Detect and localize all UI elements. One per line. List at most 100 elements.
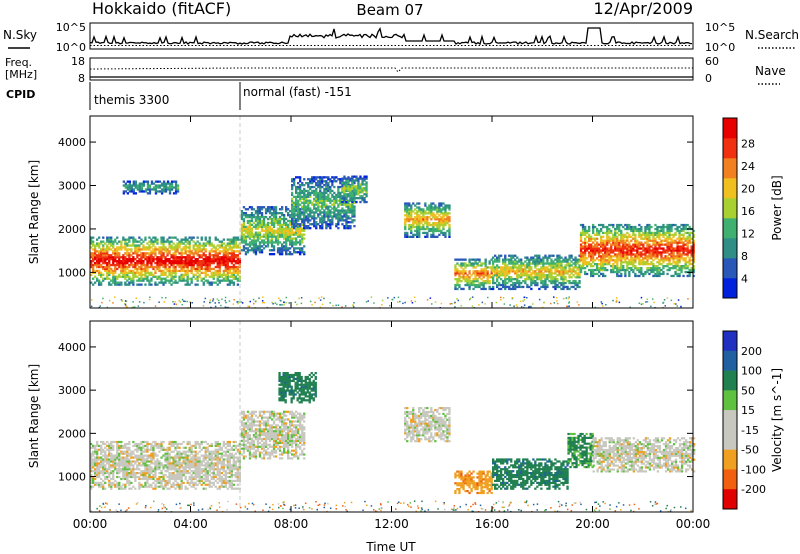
echo-cell [548, 276, 551, 279]
echo-cell [246, 214, 250, 217]
echo-cell [684, 259, 687, 262]
echo-cell [291, 253, 294, 256]
echo-cell [140, 190, 144, 193]
echo-cell [692, 253, 695, 256]
echo-cell [198, 263, 201, 267]
echo-cell [174, 190, 178, 193]
echo-cell [652, 298, 654, 300]
echo-cell [158, 180, 162, 183]
echo-cell [606, 243, 609, 246]
echo-cell [222, 279, 225, 282]
echo-cell [220, 256, 223, 259]
echo-cell [92, 236, 95, 239]
echo-cell [426, 227, 429, 231]
echo-cell [610, 255, 613, 258]
echo-cell [628, 243, 631, 246]
echo-cell [646, 235, 649, 238]
echo-cell [426, 220, 429, 223]
echo-cell [156, 248, 159, 251]
echo-cell [258, 210, 262, 213]
echo-cell [554, 287, 557, 291]
echo-cell [289, 235, 292, 238]
echo-cell [335, 207, 338, 210]
echo-cell [598, 249, 601, 252]
echo-cell [244, 243, 248, 246]
echo-cell [208, 250, 211, 253]
echo-cell [216, 260, 219, 263]
echo-cell [116, 242, 119, 245]
echo-cell [164, 262, 167, 265]
echo-cell [568, 254, 571, 257]
echo-cell [285, 235, 288, 238]
echo-cell [289, 223, 292, 226]
echo-cell [146, 263, 149, 267]
echo-cell [106, 262, 109, 265]
echo-cell [676, 249, 679, 252]
echo-cell [536, 281, 539, 285]
echo-cell [628, 274, 631, 278]
echo-cell [122, 267, 125, 271]
echo-cell [160, 281, 163, 284]
echo-cell [160, 271, 163, 274]
echo-cell [315, 221, 318, 224]
echo-cell [670, 274, 673, 278]
echo-cell [496, 268, 499, 271]
echo-cell [460, 264, 463, 267]
echo-cell [178, 262, 181, 265]
echo-cell [662, 270, 665, 274]
echo-cell [536, 278, 539, 281]
echo-cell [512, 256, 515, 259]
echo-cell [430, 218, 433, 221]
echo-cell [98, 269, 101, 273]
echo-cell [260, 241, 264, 244]
echo-cell [454, 287, 457, 291]
echo-cell [588, 247, 591, 250]
echo-cell [289, 227, 292, 230]
echo-cell [291, 191, 294, 195]
echo-cell [309, 185, 312, 189]
echo-cell [682, 247, 685, 250]
echo-cell [410, 223, 413, 227]
echo-cell [270, 212, 274, 215]
echo-cell [626, 239, 629, 242]
echo-cell [254, 233, 258, 236]
echo-cell [124, 186, 127, 189]
echo-cell [652, 231, 655, 235]
echo-cell [144, 190, 148, 193]
echo-cell [102, 258, 105, 261]
echo-cell [630, 249, 633, 252]
echo-cell [345, 179, 348, 182]
echo-cell [96, 279, 99, 282]
echo-cell [329, 180, 332, 183]
echo-cell [208, 275, 211, 278]
echo-cell [422, 231, 425, 235]
echo-cell [660, 251, 663, 254]
echo-cell [584, 270, 587, 274]
echo-cell [602, 265, 605, 268]
echo-cell [335, 304, 337, 307]
echo-cell [156, 190, 160, 193]
echo-cell [562, 274, 565, 277]
echo-cell [258, 217, 262, 221]
echo-cell [158, 184, 162, 187]
echo-cell [293, 208, 296, 211]
echo-cell [540, 262, 543, 265]
echo-cell [291, 227, 294, 230]
echo-cell [323, 221, 326, 224]
echo-cell [182, 263, 185, 267]
echo-cell [293, 225, 296, 228]
echo-cell [688, 237, 691, 240]
echo-cell [307, 221, 310, 224]
echo-cell [204, 244, 207, 247]
echo-cell [670, 249, 673, 252]
echo-cell [363, 183, 366, 186]
echo-cell [272, 229, 276, 232]
echo-cell [554, 285, 557, 289]
echo-cell [518, 274, 521, 277]
echo-cell [222, 242, 225, 245]
echo-cell [345, 221, 348, 224]
echo-cell [538, 287, 541, 291]
echo-cell [203, 301, 205, 303]
echo-cell [500, 272, 503, 275]
echo-cell [170, 260, 173, 263]
